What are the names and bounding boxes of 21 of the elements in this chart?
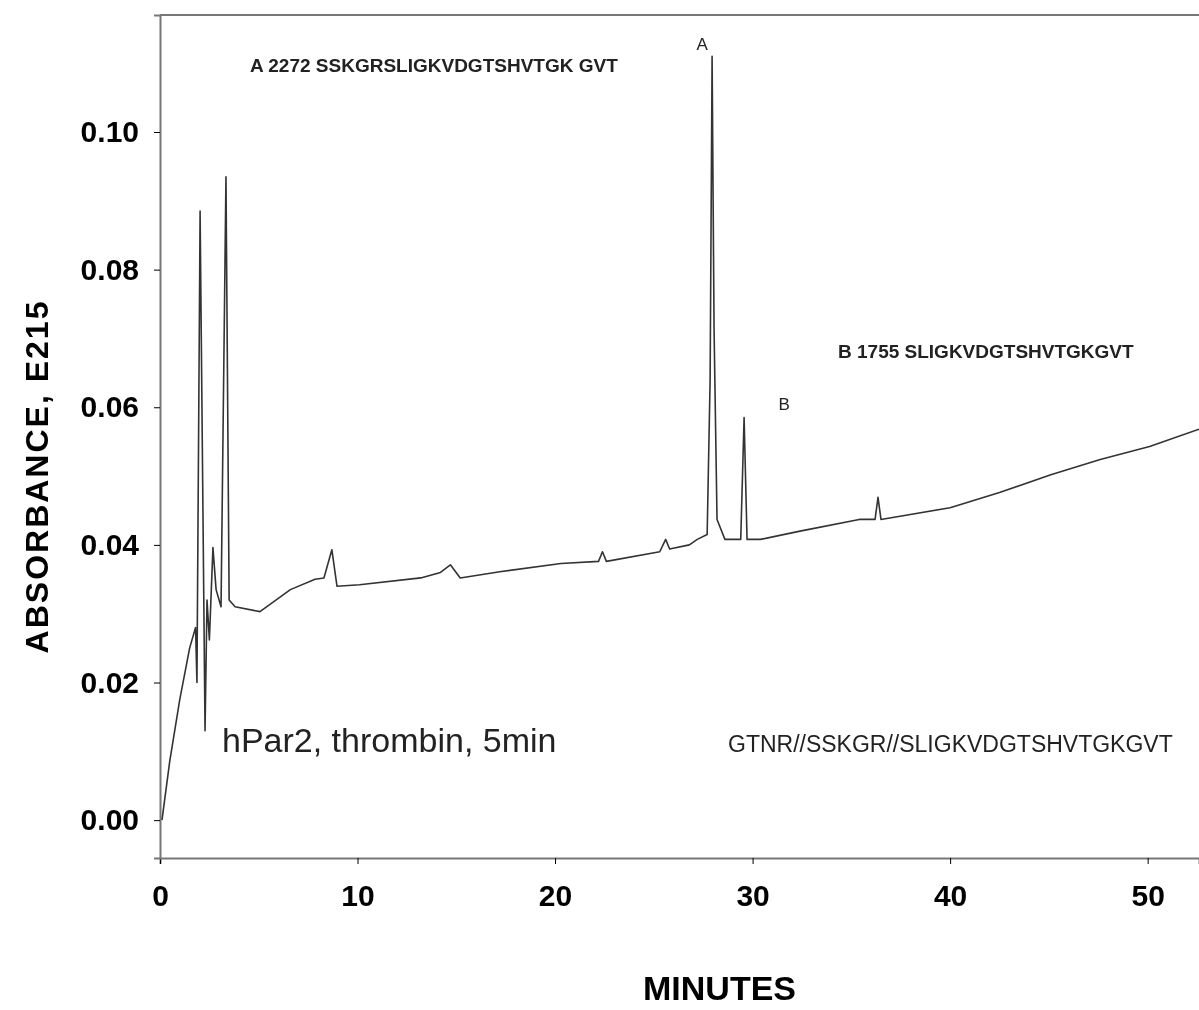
annotation: B 1755 SLIGKVDGTSHVTGKGVT (838, 341, 1135, 362)
y-tick-label: 0.00 (80, 803, 139, 837)
x-tick-label: 0 (152, 879, 169, 912)
annotation: A 2272 SSKGRSLIGKVDGTSHVTGK GVT (250, 55, 619, 76)
x-tick-label: 30 (736, 879, 770, 912)
x-tick-label: 10 (341, 879, 375, 912)
x-tick-label: 40 (933, 879, 968, 912)
y-tick-label: 0.06 (80, 390, 139, 424)
y-tick-label: 0.04 (80, 527, 140, 561)
y-tick-label: 0.08 (80, 252, 139, 286)
annotation: GTNR//SSKGR//SLIGKVDGTSHVTGKGVT (728, 731, 1173, 757)
annotation: hPar2, thrombin, 5min (222, 721, 557, 759)
annotation: A (696, 35, 709, 55)
annotation: B (778, 394, 790, 414)
y-axis-title: ABSORBANCE, E215 (19, 299, 55, 654)
y-tick-label: 0.02 (80, 665, 139, 699)
x-tick-label: 50 (1131, 879, 1165, 912)
y-tick-label: 0.10 (80, 115, 139, 149)
x-axis-title: MINUTES (643, 969, 796, 1007)
line-series (161, 55, 1199, 821)
x-tick-label: 20 (538, 879, 573, 912)
